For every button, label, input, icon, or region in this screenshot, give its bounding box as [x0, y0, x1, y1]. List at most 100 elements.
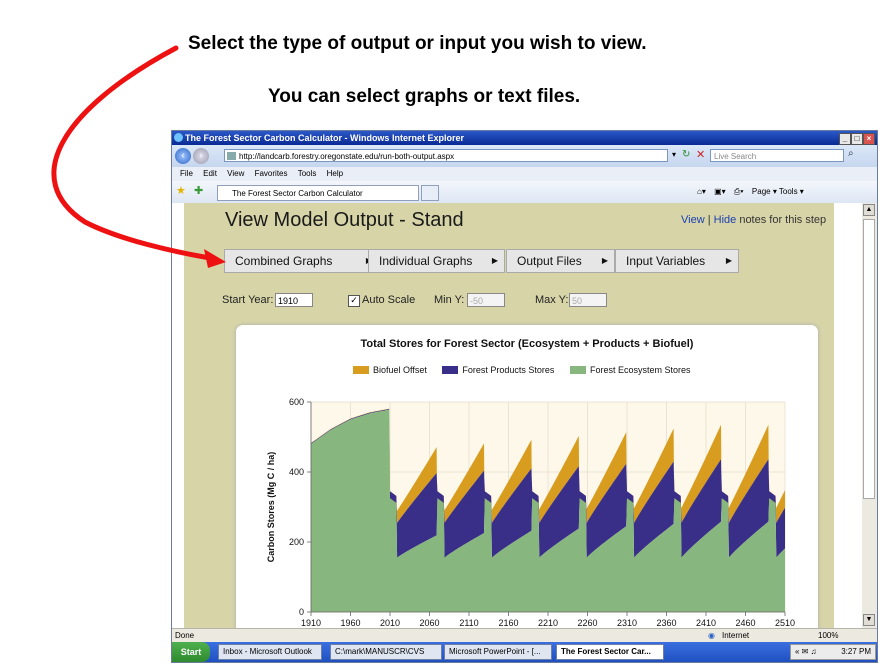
menu-tools[interactable]: Tools: [297, 169, 317, 178]
individual-graphs-label: Individual Graphs: [379, 254, 473, 268]
chart-legend: Biofuel Offset Forest Products Stores Fo…: [353, 365, 703, 375]
x-tick-label: 2410: [696, 618, 716, 628]
carbon-stores-chart: 0 200 400 600 1910 1960 2010 2060 2110 2160 2210 22…: [266, 397, 795, 628]
command-bar[interactable]: ⌂▾ ▣▾ ⎙▾ Page ▾ Tools ▾: [697, 185, 804, 199]
chevron-right-icon: ▶: [725, 256, 732, 265]
window-titlebar: The Forest Sector Carbon Calculator - Wi…: [172, 131, 877, 145]
combined-graphs-label: Combined Graphs: [235, 254, 333, 268]
scroll-up-icon[interactable]: ▲: [863, 204, 875, 216]
zoom-level[interactable]: 100%: [818, 631, 839, 640]
menu-help[interactable]: Help: [326, 169, 344, 178]
x-tick-label: 2060: [419, 618, 439, 628]
x-tick-label: 1960: [340, 618, 360, 628]
forward-button[interactable]: ›: [193, 148, 209, 164]
feeds-icon[interactable]: ▣▾: [714, 187, 726, 196]
legend-swatch-ecosystem: [569, 366, 586, 374]
chart-title: Total Stores for Forest Sector (Ecosyste…: [360, 338, 694, 350]
max-y-input[interactable]: 50: [569, 293, 607, 307]
y-tick-label: 400: [289, 467, 304, 477]
notes-suffix: notes for this step: [736, 214, 827, 226]
y-tick-label: 200: [289, 537, 304, 547]
print-icon[interactable]: ⎙▾: [733, 187, 744, 196]
y-tick-label: 0: [299, 607, 304, 617]
output-files-button[interactable]: Output Files ▶: [506, 249, 615, 273]
page-content: View Model Output - Stand View | Hide no…: [172, 203, 862, 628]
individual-graphs-button[interactable]: Individual Graphs ▶: [368, 249, 505, 273]
menu-favorites[interactable]: Favorites: [254, 169, 288, 178]
notes-view-link[interactable]: View: [681, 214, 705, 226]
annotation-select-output: Select the type of output or input you w…: [188, 33, 647, 54]
search-input[interactable]: Live Search: [710, 149, 844, 162]
search-icon[interactable]: ⌕: [848, 148, 854, 159]
start-button[interactable]: Start: [172, 642, 210, 662]
menu-file[interactable]: File: [180, 169, 193, 178]
address-dropdown-icon[interactable]: ▾: [672, 150, 677, 159]
series-forest-products-area: [311, 409, 785, 558]
favorites-star-icon[interactable]: ★: [176, 185, 186, 197]
page-icon: [227, 152, 236, 160]
series-forest-ecosystem-area: [311, 409, 785, 612]
command-bar-labels[interactable]: Page ▾ Tools ▾: [751, 187, 804, 196]
add-favorite-icon[interactable]: ✚: [194, 185, 204, 197]
start-year-label: Start Year:: [222, 294, 274, 306]
legend-swatch-biofuel: [353, 366, 369, 374]
x-tick-label: 2310: [617, 618, 637, 628]
system-tray: « ✉ ♫ 3:27 PM: [790, 644, 876, 660]
output-files-label: Output Files: [517, 254, 582, 268]
browser-window: The Forest Sector Carbon Calculator - Wi…: [171, 130, 878, 663]
auto-scale-checkbox[interactable]: ✓: [348, 295, 360, 307]
scrollbar-thumb[interactable]: [863, 219, 875, 499]
taskbar-item-powerpoint[interactable]: Microsoft PowerPoint - [...: [444, 644, 552, 660]
browser-tab[interactable]: The Forest Sector Carbon Calculator: [217, 185, 419, 201]
back-button[interactable]: ‹: [175, 148, 191, 164]
stop-icon[interactable]: ✕: [696, 149, 706, 161]
address-toolbar: ‹ › http://landcarb.forestry.oregonstate…: [172, 145, 877, 167]
home-icon[interactable]: ⌂▾: [697, 187, 706, 196]
minimize-button[interactable]: _: [839, 133, 851, 145]
ie-icon: [174, 133, 183, 142]
x-tick-label: 2260: [577, 618, 597, 628]
combined-graphs-button[interactable]: Combined Graphs▶: [224, 249, 379, 273]
taskbar-item-ie[interactable]: The Forest Sector Car...: [556, 644, 664, 660]
annotation-graphs-or-text: You can select graphs or text files.: [268, 86, 581, 107]
menu-bar: File Edit View Favorites Tools Help: [172, 167, 877, 181]
status-text: Done: [175, 631, 195, 640]
menu-edit[interactable]: Edit: [203, 169, 217, 178]
tray-icons: « ✉ ♫: [795, 647, 817, 656]
notes-hide-link[interactable]: Hide: [713, 214, 737, 226]
min-y-label: Min Y:: [434, 294, 465, 306]
address-text: http://landcarb.forestry.oregonstate.edu…: [239, 152, 455, 161]
x-tick-label: 1910: [301, 618, 321, 628]
notes-toggle: View | Hide notes for this step: [681, 214, 826, 226]
y-tick-label: 600: [289, 397, 304, 407]
vertical-scrollbar[interactable]: ▲ ▼: [862, 203, 877, 628]
legend-item-biofuel: Biofuel Offset: [353, 365, 427, 375]
taskbar-item-outlook[interactable]: Inbox - Microsoft Outlook: [218, 644, 322, 660]
start-year-input[interactable]: 1910: [275, 293, 313, 307]
input-variables-button[interactable]: Input Variables ▶: [615, 249, 739, 273]
legend-item-products: Forest Products Stores: [442, 365, 554, 375]
new-tab-button[interactable]: [421, 185, 439, 201]
zone-text: Internet: [722, 631, 750, 640]
x-tick-label: 2360: [656, 618, 676, 628]
refresh-icon[interactable]: ↻: [682, 149, 691, 160]
input-variables-label: Input Variables: [626, 254, 706, 268]
scroll-down-icon[interactable]: ▼: [863, 614, 875, 626]
legend-label-ecosystem: Forest Ecosystem Stores: [589, 365, 691, 375]
min-y-input[interactable]: -50: [467, 293, 505, 307]
x-tick-label: 2010: [380, 618, 400, 628]
chevron-right-icon: ▶: [491, 256, 498, 265]
maximize-button[interactable]: □: [851, 133, 863, 145]
legend-label-biofuel: Biofuel Offset: [373, 365, 427, 375]
x-tick-label: 2160: [498, 618, 518, 628]
address-bar[interactable]: http://landcarb.forestry.oregonstate.edu…: [224, 149, 668, 162]
window-title: The Forest Sector Carbon Calculator - Wi…: [185, 133, 464, 143]
auto-scale-label: Auto Scale: [362, 294, 416, 306]
close-button[interactable]: ×: [863, 133, 875, 145]
taskbar-item-explorer[interactable]: C:\mark\MANUSCR\CVS: [330, 644, 442, 660]
x-tick-label: 2210: [538, 618, 558, 628]
menu-view[interactable]: View: [227, 169, 245, 178]
chevron-right-icon: ▶: [601, 256, 608, 265]
status-bar: Done ◉ Internet 100%: [172, 628, 877, 642]
x-tick-label: 2110: [459, 618, 478, 628]
